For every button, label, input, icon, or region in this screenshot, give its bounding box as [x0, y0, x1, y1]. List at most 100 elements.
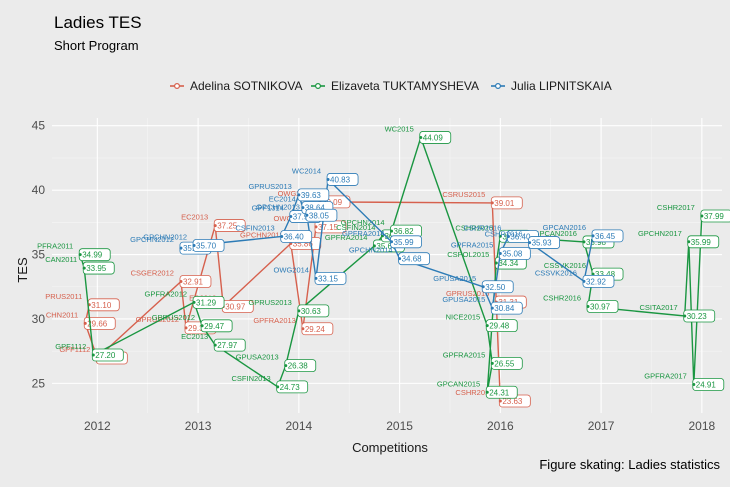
legend-box: [160, 71, 630, 101]
data-point: [490, 306, 494, 310]
data-point: [280, 235, 284, 239]
competition-label: CSFIN2013: [236, 224, 275, 233]
competition-label: GPCHN2014: [341, 218, 385, 227]
value-label: 33.48: [595, 270, 616, 279]
value-label: 38.05: [309, 211, 330, 220]
competition-label: GPRUS2013: [248, 182, 291, 191]
legend-entry: Adelina SOTNIKOVA: [190, 79, 303, 93]
competition-label: GPCAN2016: [543, 223, 586, 232]
series-1: PFRA2011 34.99 CAN2011 33.95 GPF1112 27.20 GPF…: [37, 124, 730, 399]
competition-label: CSSVK2016: [544, 261, 586, 270]
legend-marker: [495, 82, 502, 89]
value-label: 37.99: [704, 212, 725, 221]
value-label: 27.97: [217, 341, 238, 350]
value-label: 35.08: [502, 250, 523, 259]
competition-label: WC2014: [292, 166, 321, 175]
x-tick-label: 2013: [185, 419, 212, 433]
x-tick-label: 2018: [688, 419, 715, 433]
value-label: 38.64: [305, 204, 326, 213]
value-label: 37.95: [293, 213, 314, 222]
value-label: 36.45: [595, 232, 616, 241]
data-point: [498, 252, 502, 256]
data-point: [498, 399, 502, 403]
value-label: 37.25: [217, 222, 238, 231]
data-point: [78, 253, 82, 257]
competition-label: GPF1112: [55, 342, 86, 351]
data-point: [301, 206, 305, 210]
data-point: [213, 343, 217, 347]
competition-label: GPCAN2015: [437, 379, 480, 388]
data-point: [284, 364, 288, 368]
data-point: [506, 235, 510, 239]
competition-label: GPFRA2012: [145, 289, 188, 298]
value-label: 29.24: [305, 325, 326, 334]
value-label: 29.66: [87, 319, 108, 328]
value-label: 34.68: [402, 255, 423, 264]
value-label: 39.63: [301, 191, 322, 200]
competition-label: EC2014: [269, 195, 296, 204]
competition-label: CSGER2012: [131, 268, 174, 277]
data-point: [481, 285, 485, 289]
data-point: [192, 244, 196, 248]
legend-marker: [315, 82, 322, 89]
y-tick-label: 30: [32, 312, 46, 326]
data-point: [297, 193, 301, 197]
competition-label: GPCHN2013: [240, 230, 284, 239]
data-point: [494, 261, 498, 265]
value-label: 35.99: [691, 238, 712, 247]
value-label: 31.29: [196, 298, 217, 307]
x-tick-label: 2014: [285, 419, 312, 433]
value-label: 40.83: [330, 175, 351, 184]
competition-label: GPUSA2015: [433, 274, 476, 283]
y-tick-label: 40: [32, 183, 46, 197]
series-layer: PRUS201131.10CHN201129.66GPF111226.97CSG…: [37, 124, 730, 408]
x-tick-label: 2015: [386, 419, 413, 433]
grid: [52, 118, 722, 413]
competition-label: GPFRA2015: [443, 350, 486, 359]
y-axis-title: TES: [15, 257, 30, 283]
competition-label: CSPOL2015: [447, 250, 489, 259]
value-label: 36.40: [510, 233, 531, 242]
competition-label: CSHR2017: [657, 203, 695, 212]
value-label: 30.97: [225, 302, 246, 311]
data-point: [490, 361, 494, 365]
data-point: [498, 234, 502, 238]
value-label: 26.55: [494, 359, 515, 368]
data-point: [179, 246, 183, 250]
value-label: 32.50: [485, 283, 506, 292]
value-label: 33.95: [86, 264, 107, 273]
data-point: [700, 214, 704, 218]
competition-label: GPFRA2014: [325, 233, 368, 242]
legend: Adelina SOTNIKOVA Elizaveta TUKTAMYSHEVA J…: [160, 71, 630, 101]
data-point: [184, 326, 188, 330]
chart-subtitle: Short Program: [54, 38, 139, 53]
axes: 2012 2013 2014 2015 2016 2017 2018 25 30 35 40 45: [32, 119, 716, 433]
competition-label: EC2013: [181, 213, 208, 222]
value-label: 35.98: [586, 238, 607, 247]
data-point: [276, 385, 280, 389]
value-label: 36.82: [394, 227, 415, 236]
data-point: [301, 327, 305, 331]
value-label: 24.91: [696, 381, 717, 390]
data-point: [687, 240, 691, 244]
data-point: [398, 257, 402, 261]
competition-label: GPRUS2012: [136, 315, 179, 324]
competition-label: GPCHN2017: [638, 229, 682, 238]
data-point: [390, 240, 394, 244]
competition-label: CSITA2017: [640, 303, 678, 312]
competition-label: CSRUS2015: [442, 190, 485, 199]
value-label: 37.15: [318, 223, 339, 232]
data-point: [485, 324, 489, 328]
data-point: [582, 279, 586, 283]
competition-label: GPCHN2012: [143, 233, 187, 242]
competition-label: CSHR2016: [463, 224, 501, 233]
x-tick-label: 2012: [84, 419, 111, 433]
value-label: 24.73: [280, 383, 301, 392]
competition-label: CSFIN2013: [231, 374, 270, 383]
data-point: [83, 321, 87, 325]
competition-label: CSHR2015: [455, 223, 493, 232]
competition-label: GPCHN2013: [256, 202, 300, 211]
data-point: [326, 177, 330, 181]
competition-label: CAN2011: [45, 255, 77, 264]
